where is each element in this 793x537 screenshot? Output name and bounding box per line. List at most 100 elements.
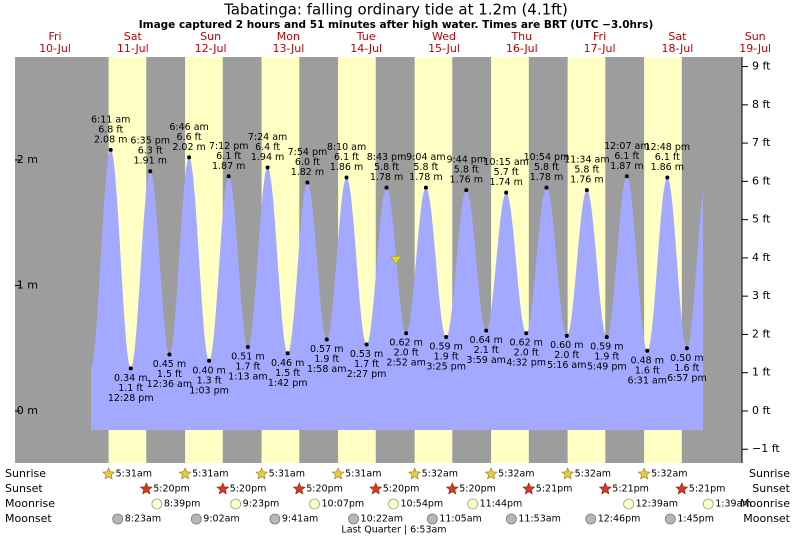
tide-label: 1.78 m bbox=[370, 172, 403, 183]
tide-label: 4:32 pm bbox=[506, 358, 546, 369]
y2-tick-label: 0 ft bbox=[752, 404, 771, 417]
tide-point bbox=[167, 352, 172, 357]
tide-label: 12:36 am bbox=[147, 379, 192, 390]
moonset-icon bbox=[505, 513, 517, 525]
tide-label: 7:24 am bbox=[248, 132, 287, 143]
tide-label: 0.64 m bbox=[469, 335, 502, 346]
tide-label: 8:10 am bbox=[327, 142, 366, 153]
tide-label: 2:27 pm bbox=[347, 369, 387, 380]
sunset-icon bbox=[445, 482, 459, 495]
tide-label: 2.08 m bbox=[94, 134, 127, 145]
row-time: 5:20pm bbox=[459, 484, 496, 495]
tide-label: 1:58 am bbox=[307, 364, 346, 375]
tide-label: 1.7 ft bbox=[354, 359, 379, 370]
row-time: 11:53am bbox=[518, 514, 560, 525]
sunset-icon bbox=[675, 482, 689, 495]
tide-point bbox=[187, 155, 192, 160]
tide-point bbox=[464, 188, 469, 193]
tide-label: 1.76 m bbox=[450, 175, 483, 186]
row-time: 9:41am bbox=[282, 514, 318, 525]
day-label: Thu bbox=[510, 30, 532, 43]
tide-point bbox=[484, 328, 489, 333]
tide-label: 10:15 am bbox=[483, 157, 528, 168]
tide-point bbox=[684, 346, 689, 351]
tide-label: 0.60 m bbox=[550, 340, 583, 351]
tide-point bbox=[444, 334, 449, 339]
row-label: Sunset bbox=[752, 482, 790, 495]
tide-label: 5.8 ft bbox=[454, 165, 479, 176]
row-time: 8:23am bbox=[125, 514, 161, 525]
tide-point bbox=[265, 165, 270, 170]
tide-point bbox=[285, 351, 290, 356]
tide-point bbox=[245, 345, 250, 349]
tide-label: 0.53 m bbox=[350, 349, 383, 360]
row-time: 5:31am bbox=[116, 469, 152, 480]
tide-label: 1.7 ft bbox=[235, 362, 260, 373]
y2-tick-label: 2 ft bbox=[752, 327, 771, 340]
tide-label: 6:57 pm bbox=[667, 373, 707, 384]
tide-point bbox=[584, 188, 589, 193]
tide-label: 1.6 ft bbox=[674, 363, 699, 374]
tide-label: 10:54 pm bbox=[524, 152, 570, 163]
tide-label: 6.1 ft bbox=[614, 151, 639, 162]
row-time: 1:45pm bbox=[677, 514, 714, 525]
tide-point bbox=[305, 180, 310, 185]
tide-point bbox=[544, 185, 549, 190]
date-label: 16-Jul bbox=[506, 42, 538, 55]
row-time: 9:23pm bbox=[243, 499, 280, 510]
tide-label: 6.1 ft bbox=[334, 152, 359, 163]
y-tick-label: 2 m bbox=[17, 153, 38, 166]
y-tick-label: 1 m bbox=[17, 278, 38, 291]
tide-label: 1.86 m bbox=[651, 162, 684, 173]
tide-label: 5.8 ft bbox=[413, 162, 438, 173]
current-marker bbox=[390, 256, 402, 265]
row-time: 5:21pm bbox=[536, 484, 573, 495]
row-label: Moonrise bbox=[5, 497, 55, 510]
row-label: Moonset bbox=[5, 512, 52, 525]
row-time: 8:39pm bbox=[164, 499, 201, 510]
tide-area bbox=[91, 150, 703, 430]
tide-point bbox=[207, 358, 212, 363]
tide-label: 1.76 m bbox=[570, 175, 603, 186]
y-tick-label: 0 m bbox=[17, 404, 38, 417]
tide-label: 0.34 m bbox=[114, 373, 147, 384]
tide-label: 1.82 m bbox=[291, 167, 324, 178]
tide-label: 1.1 ft bbox=[118, 383, 143, 394]
tide-point bbox=[645, 348, 650, 353]
tide-label: 6:11 am bbox=[91, 114, 130, 125]
tide-label: 6.0 ft bbox=[295, 157, 320, 168]
tide-label: 1.9 ft bbox=[594, 351, 619, 362]
day-label: Fri bbox=[593, 30, 606, 43]
tide-point bbox=[324, 337, 329, 342]
row-time: 5:32am bbox=[498, 469, 534, 480]
date-label: 11-Jul bbox=[117, 42, 149, 55]
tide-label: 6.3 ft bbox=[138, 146, 163, 157]
tide-label: 1.6 ft bbox=[635, 365, 660, 376]
moonset-icon bbox=[190, 513, 202, 525]
tide-label: 0.40 m bbox=[192, 365, 225, 376]
tide-label: 3:59 am bbox=[466, 355, 505, 366]
y2-tick-label: −1 ft bbox=[752, 442, 780, 455]
row-time: 10:54pm bbox=[400, 499, 443, 510]
moonset-icon bbox=[664, 513, 676, 525]
row-time: 5:31am bbox=[345, 469, 381, 480]
tide-point bbox=[404, 331, 409, 336]
tide-label: 1:03 pm bbox=[189, 385, 229, 396]
tide-label: 5.8 ft bbox=[534, 162, 559, 173]
day-label: Fri bbox=[48, 30, 61, 43]
tide-label: 1.86 m bbox=[330, 162, 363, 173]
row-label: Sunrise bbox=[749, 467, 790, 480]
tide-label: 6.1 ft bbox=[655, 152, 680, 163]
tide-label: 9:04 am bbox=[406, 152, 445, 163]
row-time: 5:32am bbox=[422, 469, 458, 480]
row-time: 5:31am bbox=[269, 469, 305, 480]
y2-tick-label: 3 ft bbox=[752, 289, 771, 302]
tide-label: 1:42 pm bbox=[268, 378, 308, 389]
day-label: Sat bbox=[124, 30, 143, 43]
row-time: 11:44pm bbox=[480, 499, 523, 510]
chart-title: Tabatinga: falling ordinary tide at 1.2m… bbox=[223, 1, 568, 19]
tide-label: 0.48 m bbox=[631, 355, 664, 366]
row-label: Sunrise bbox=[5, 467, 46, 480]
tide-label: 5:16 am bbox=[547, 360, 586, 371]
